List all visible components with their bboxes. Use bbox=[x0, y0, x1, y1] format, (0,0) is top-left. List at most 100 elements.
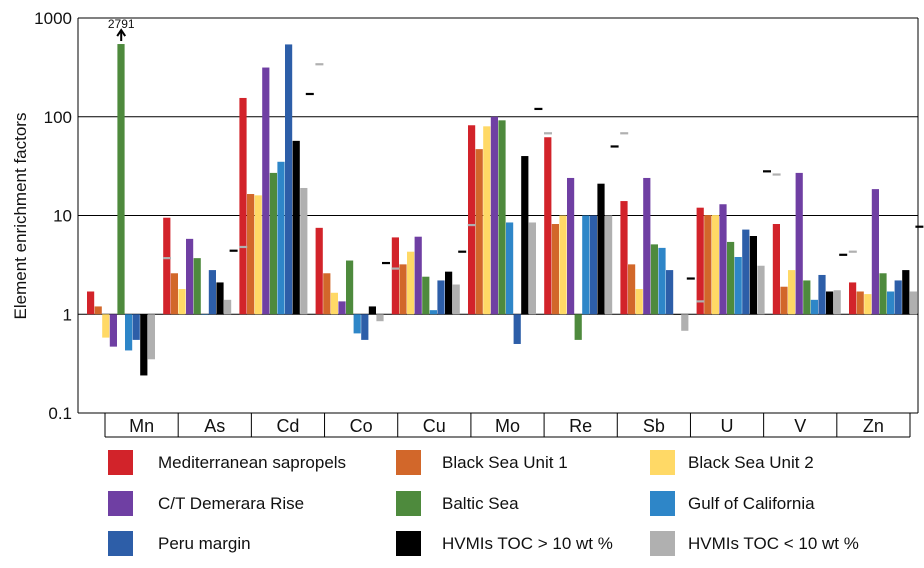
bar-As-0 bbox=[163, 217, 171, 315]
bar-V-4 bbox=[803, 280, 811, 315]
y-tick-label-10: 10 bbox=[53, 207, 72, 226]
bar-Co-2 bbox=[330, 292, 338, 315]
bar-Zn-7 bbox=[902, 270, 910, 315]
bar-Mo-1 bbox=[475, 149, 483, 315]
bar-Cu-0 bbox=[391, 237, 399, 315]
bar-Zn-0 bbox=[849, 282, 857, 315]
bar-U-6 bbox=[742, 229, 750, 315]
bar-Cu-7 bbox=[445, 271, 453, 315]
bar-Re-2 bbox=[559, 215, 567, 315]
bar-Cu-5 bbox=[429, 310, 437, 315]
bar-Zn-2 bbox=[864, 294, 872, 315]
bar-Mo-7 bbox=[521, 156, 529, 315]
bar-As-5 bbox=[201, 314, 209, 315]
bar-Re-6 bbox=[589, 215, 597, 315]
category-label-Cu: Cu bbox=[423, 416, 446, 436]
legend-swatch-2 bbox=[650, 450, 675, 475]
bar-Sb-7 bbox=[673, 314, 681, 315]
category-label-Cd: Cd bbox=[276, 416, 299, 436]
bar-Co-4 bbox=[346, 260, 354, 315]
legend-label-1: Black Sea Unit 1 bbox=[442, 453, 568, 472]
bar-Sb-1 bbox=[628, 264, 636, 315]
bar-Sb-4 bbox=[650, 244, 658, 315]
legend-swatch-8 bbox=[650, 531, 675, 556]
annotation-label: 2791 bbox=[108, 17, 135, 31]
legend-label-2: Black Sea Unit 2 bbox=[688, 453, 814, 472]
bar-Co-1 bbox=[323, 273, 331, 315]
bar-Zn-6 bbox=[894, 280, 902, 315]
bar-Cu-1 bbox=[399, 264, 407, 315]
bar-Mo-5 bbox=[506, 222, 514, 315]
bar-Co-6 bbox=[361, 314, 369, 340]
legend-swatch-3 bbox=[108, 491, 133, 516]
bar-As-4 bbox=[193, 258, 201, 315]
bar-Mn-7 bbox=[140, 314, 148, 376]
bar-Zn-1 bbox=[856, 291, 864, 315]
bar-Zn-3 bbox=[871, 189, 879, 315]
bar-Sb-2 bbox=[635, 289, 643, 315]
category-label-Zn: Zn bbox=[863, 416, 884, 436]
bar-Co-8 bbox=[376, 314, 384, 322]
bar-Sb-8 bbox=[681, 314, 689, 331]
annotation-arrow-head bbox=[116, 28, 127, 37]
bar-Cd-3 bbox=[262, 67, 270, 315]
bar-V-1 bbox=[780, 286, 788, 315]
legend-swatch-4 bbox=[396, 491, 421, 516]
legend-label-6: Peru margin bbox=[158, 534, 251, 553]
dash-markers-layer bbox=[163, 63, 924, 303]
bar-Re-3 bbox=[567, 177, 575, 315]
bar-As-3 bbox=[186, 238, 194, 315]
bar-U-8 bbox=[757, 265, 765, 315]
category-label-Mo: Mo bbox=[495, 416, 520, 436]
bar-Cd-1 bbox=[247, 194, 255, 315]
bar-Cu-8 bbox=[452, 284, 460, 315]
bar-Zn-4 bbox=[879, 273, 887, 315]
y-tick-label-1: 1 bbox=[63, 305, 72, 324]
bar-Sb-6 bbox=[666, 270, 674, 315]
bar-V-0 bbox=[772, 224, 780, 315]
bar-Cd-6 bbox=[285, 44, 293, 315]
bar-As-2 bbox=[178, 289, 186, 315]
bar-Re-1 bbox=[551, 224, 559, 315]
category-label-Sb: Sb bbox=[643, 416, 665, 436]
legend-swatch-1 bbox=[396, 450, 421, 475]
bar-V-5 bbox=[810, 299, 818, 315]
bar-Co-5 bbox=[353, 314, 361, 334]
legend-label-3: C/T Demerara Rise bbox=[158, 494, 304, 513]
bar-U-0 bbox=[696, 207, 704, 315]
bar-Co-7 bbox=[368, 306, 376, 315]
bar-Mo-4 bbox=[498, 120, 506, 315]
bar-Mn-1 bbox=[94, 306, 102, 315]
bar-Mn-0 bbox=[87, 291, 95, 315]
bar-Cu-3 bbox=[414, 236, 422, 315]
bars-layer: 2791 bbox=[87, 17, 917, 376]
bar-U-3 bbox=[719, 204, 727, 315]
bar-V-3 bbox=[795, 172, 803, 315]
bar-V-6 bbox=[818, 274, 826, 315]
bar-U-2 bbox=[711, 215, 719, 315]
bar-Cu-4 bbox=[422, 276, 430, 315]
legend: Mediterranean sapropels Black Sea Unit 1 B… bbox=[108, 450, 859, 556]
bar-Cd-5 bbox=[277, 161, 285, 315]
legend-swatch-5 bbox=[650, 491, 675, 516]
bar-Mn-3 bbox=[109, 314, 117, 347]
bar-Mo-0 bbox=[468, 125, 476, 315]
legend-swatch-6 bbox=[108, 531, 133, 556]
bar-Re-0 bbox=[544, 137, 552, 315]
bar-U-5 bbox=[734, 256, 742, 315]
bar-As-7 bbox=[216, 282, 224, 315]
bar-Re-7 bbox=[597, 183, 605, 315]
axes-layer: 0.1 1 10 100 1000 Mn As Cd Co Cu Mo Re Sb U V Zn bbox=[34, 9, 919, 438]
bar-Sb-0 bbox=[620, 201, 628, 315]
category-label-Co: Co bbox=[350, 416, 373, 436]
y-tick-label-1000: 1000 bbox=[34, 9, 72, 28]
bar-V-8 bbox=[833, 290, 841, 315]
bar-Mo-6 bbox=[513, 314, 521, 344]
legend-label-7: HVMIs TOC > 10 wt % bbox=[442, 534, 613, 553]
bar-V-7 bbox=[826, 291, 834, 315]
bar-Mn-8 bbox=[147, 314, 155, 360]
bar-Zn-5 bbox=[887, 291, 895, 315]
bar-Mn-5 bbox=[125, 314, 133, 351]
category-label-Mn: Mn bbox=[129, 416, 154, 436]
bar-Co-0 bbox=[315, 227, 323, 315]
